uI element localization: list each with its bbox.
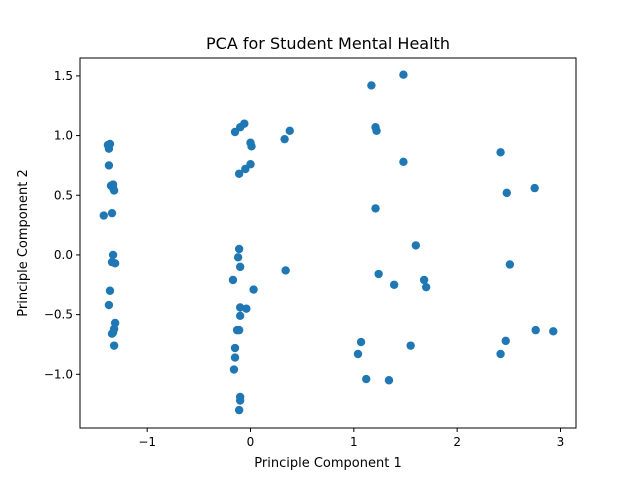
y-tick-label: −0.5 xyxy=(44,308,73,322)
data-point xyxy=(235,396,245,405)
data-point xyxy=(107,208,117,218)
data-point xyxy=(399,157,408,167)
data-point xyxy=(105,286,115,295)
data-point xyxy=(107,329,117,338)
data-point xyxy=(411,241,421,250)
data-point xyxy=(230,343,240,353)
data-point xyxy=(228,275,238,285)
data-point xyxy=(371,204,380,213)
data-point xyxy=(384,376,394,385)
data-point xyxy=(496,349,505,359)
data-point xyxy=(549,327,558,336)
data-point xyxy=(372,126,381,136)
y-axis-ticks: −1.0 −0.5 0.0 0.5 1.0 1.5 xyxy=(44,69,80,381)
data-point xyxy=(229,365,239,374)
x-tick-label: 0 xyxy=(247,435,255,449)
data-point xyxy=(421,282,431,292)
data-point xyxy=(419,275,429,285)
chart-title: PCA for Student Mental Health xyxy=(206,34,450,53)
data-point xyxy=(233,253,243,262)
data-point xyxy=(104,161,114,170)
data-point xyxy=(531,325,540,335)
data-point xyxy=(104,144,114,153)
data-point xyxy=(235,311,245,321)
data-point xyxy=(353,349,363,359)
plot-area xyxy=(99,70,558,415)
data-point xyxy=(285,126,294,136)
data-point xyxy=(234,169,244,178)
data-point xyxy=(281,266,290,275)
data-point xyxy=(104,300,114,310)
data-point xyxy=(249,285,258,294)
data-point xyxy=(362,374,371,384)
data-point xyxy=(356,337,366,347)
data-point xyxy=(530,183,539,193)
y-tick-label: 1.0 xyxy=(54,129,73,143)
data-point xyxy=(246,160,255,169)
data-point xyxy=(502,188,511,198)
data-point xyxy=(240,119,249,128)
data-point xyxy=(505,260,515,269)
data-point xyxy=(234,405,244,415)
x-axis-label: Principle Component 1 xyxy=(254,456,401,471)
x-axis-ticks: −1 0 1 2 3 xyxy=(138,428,564,449)
y-tick-label: 1.5 xyxy=(54,69,73,83)
data-point xyxy=(399,70,408,79)
y-tick-label: 0.5 xyxy=(54,188,73,202)
data-point xyxy=(230,353,240,362)
data-point xyxy=(235,262,245,272)
x-tick-label: 3 xyxy=(557,435,565,449)
y-tick-label: −1.0 xyxy=(44,367,73,381)
x-tick-label: −1 xyxy=(138,435,156,449)
x-tick-label: 1 xyxy=(350,435,358,449)
data-point xyxy=(242,304,251,313)
x-tick-label: 2 xyxy=(453,435,461,449)
data-point xyxy=(234,244,244,254)
data-point xyxy=(389,280,399,289)
data-point xyxy=(501,336,510,346)
data-point xyxy=(367,81,376,90)
data-point xyxy=(99,211,108,220)
data-point xyxy=(374,269,383,279)
data-point xyxy=(496,148,505,157)
y-axis-label: Principle Component 2 xyxy=(16,169,31,316)
data-point xyxy=(280,134,289,144)
data-point xyxy=(406,341,415,350)
data-point xyxy=(110,259,120,268)
data-point xyxy=(109,186,119,195)
data-point xyxy=(247,142,256,151)
data-point xyxy=(109,341,119,350)
data-point xyxy=(108,250,118,260)
y-tick-label: 0.0 xyxy=(54,248,73,262)
data-point xyxy=(234,325,244,335)
axes-frame xyxy=(79,57,577,429)
